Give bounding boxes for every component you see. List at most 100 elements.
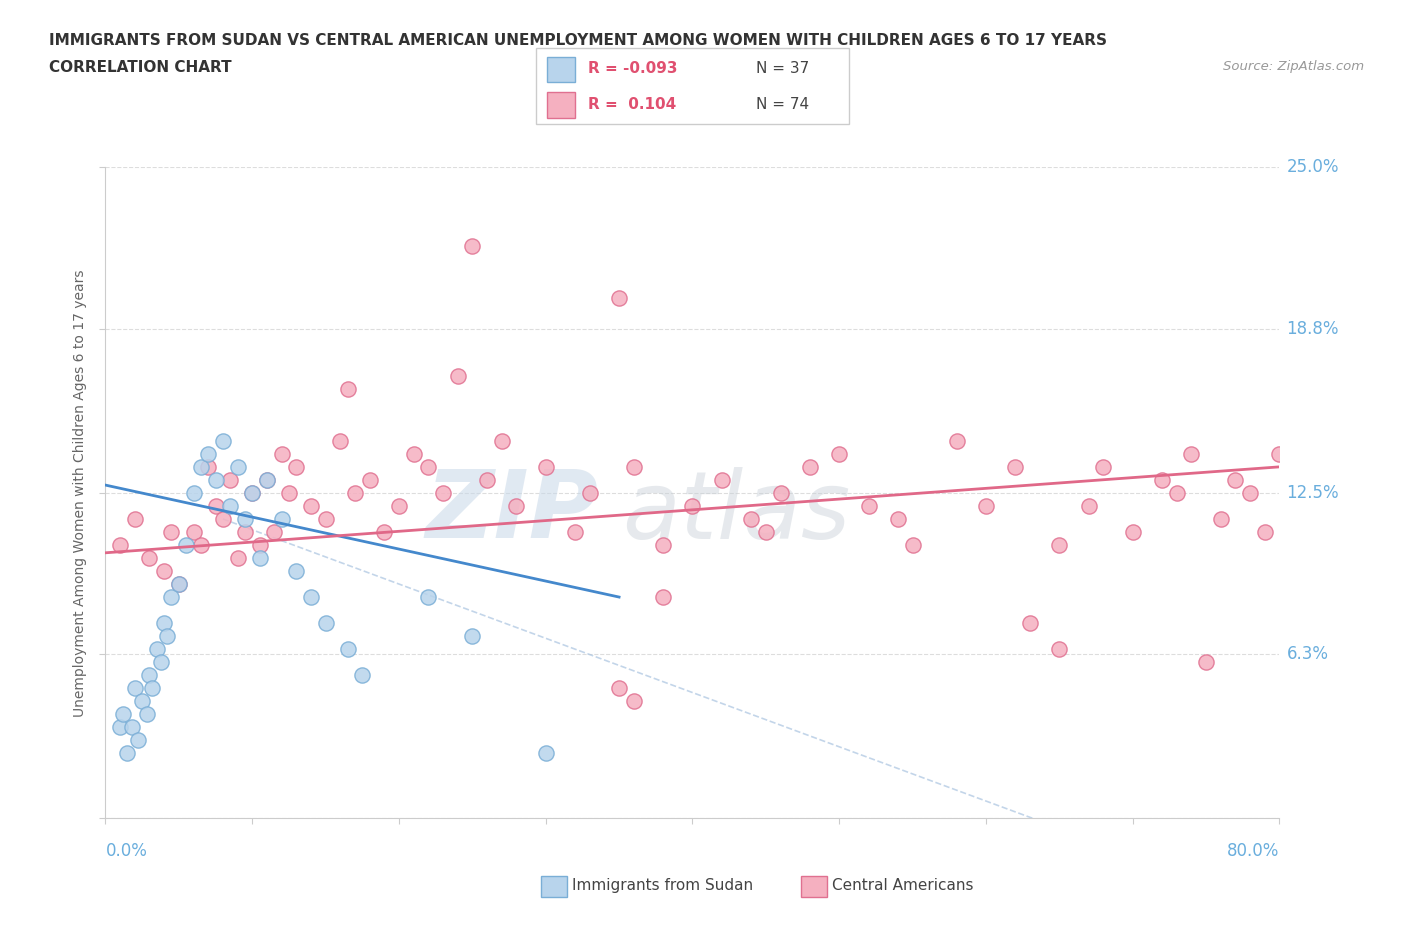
Text: CORRELATION CHART: CORRELATION CHART [49, 60, 232, 75]
Point [108, 720, 131, 735]
Point [256, 472, 278, 487]
Point [828, 446, 851, 461]
Point [418, 590, 440, 604]
Point [432, 485, 454, 500]
Point [256, 472, 278, 487]
Point [131, 694, 153, 709]
Point [249, 551, 271, 565]
Text: ZIP: ZIP [426, 467, 599, 558]
Point [755, 525, 778, 539]
Point [167, 577, 190, 591]
Point [277, 485, 299, 500]
Point [1150, 472, 1173, 487]
Text: 80.0%: 80.0% [1227, 842, 1279, 859]
Point [352, 668, 374, 683]
Text: Central Americans: Central Americans [832, 878, 974, 893]
Point [285, 564, 308, 578]
Point [270, 446, 292, 461]
Point [652, 538, 675, 552]
FancyBboxPatch shape [547, 92, 575, 118]
Point [135, 707, 157, 722]
Point [799, 459, 821, 474]
Point [211, 433, 233, 448]
Point [315, 512, 337, 526]
Point [1209, 512, 1232, 526]
Point [233, 512, 256, 526]
Point [219, 472, 242, 487]
Point [769, 485, 792, 500]
Point [607, 290, 630, 305]
Point [564, 525, 586, 539]
Point [1166, 485, 1188, 500]
Point [183, 485, 205, 500]
Point [329, 433, 352, 448]
Point [183, 525, 205, 539]
Text: 0.0%: 0.0% [105, 842, 148, 859]
Point [127, 733, 149, 748]
Point [153, 564, 176, 578]
FancyBboxPatch shape [547, 57, 575, 82]
Point [204, 472, 226, 487]
Point [233, 525, 256, 539]
Point [160, 590, 183, 604]
Point [343, 485, 366, 500]
Point [211, 512, 233, 526]
Point [153, 616, 176, 631]
Point [336, 642, 359, 657]
Text: N = 37: N = 37 [756, 61, 808, 76]
Point [156, 629, 179, 644]
Point [190, 538, 212, 552]
Text: Immigrants from Sudan: Immigrants from Sudan [572, 878, 754, 893]
Point [887, 512, 910, 526]
Point [249, 538, 271, 552]
Point [150, 655, 173, 670]
Point [1077, 498, 1099, 513]
Point [388, 498, 411, 513]
Point [901, 538, 924, 552]
Point [285, 459, 308, 474]
Point [418, 459, 440, 474]
Point [681, 498, 703, 513]
Point [219, 498, 242, 513]
Text: 12.5%: 12.5% [1286, 484, 1339, 502]
Text: 6.3%: 6.3% [1286, 645, 1329, 663]
Point [505, 498, 527, 513]
Text: atlas: atlas [621, 467, 851, 558]
Point [491, 433, 513, 448]
Point [1092, 459, 1115, 474]
Point [1019, 616, 1042, 631]
Point [197, 446, 219, 461]
Point [1195, 655, 1218, 670]
Point [1004, 459, 1026, 474]
Point [1180, 446, 1202, 461]
Text: R =  0.104: R = 0.104 [588, 97, 676, 112]
Point [146, 642, 169, 657]
Point [138, 551, 160, 565]
Point [112, 707, 135, 722]
Point [461, 629, 484, 644]
Point [1254, 525, 1277, 539]
Point [740, 512, 762, 526]
Point [299, 590, 322, 604]
Point [359, 472, 381, 487]
Point [1047, 642, 1070, 657]
Point [121, 720, 143, 735]
Point [315, 616, 337, 631]
Point [108, 538, 131, 552]
Point [240, 485, 263, 500]
Point [174, 538, 197, 552]
Point [607, 681, 630, 696]
Point [1225, 472, 1247, 487]
Point [974, 498, 997, 513]
Point [447, 368, 470, 383]
Point [190, 459, 212, 474]
Point [623, 694, 645, 709]
Point [240, 485, 263, 500]
Point [124, 681, 146, 696]
Point [138, 668, 160, 683]
Point [1047, 538, 1070, 552]
Y-axis label: Unemployment Among Women with Children Ages 6 to 17 years: Unemployment Among Women with Children A… [73, 269, 87, 717]
Text: 25.0%: 25.0% [1286, 158, 1339, 177]
FancyBboxPatch shape [536, 48, 849, 124]
Point [534, 459, 557, 474]
